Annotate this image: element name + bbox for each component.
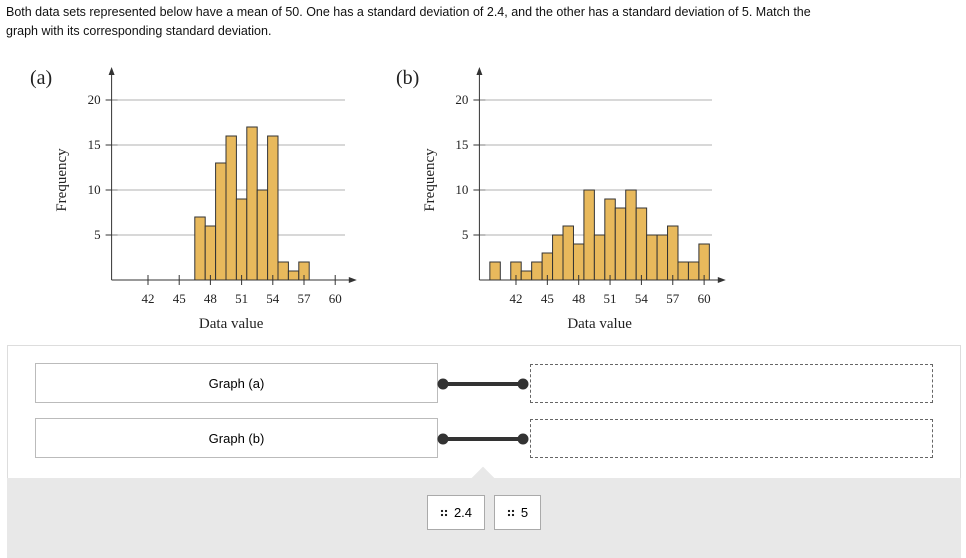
y-tick-label: 5 xyxy=(462,227,469,242)
bar xyxy=(267,135,279,281)
bar xyxy=(552,234,564,281)
y-tick-label: 15 xyxy=(455,137,468,152)
bar xyxy=(646,234,658,281)
bar xyxy=(287,270,300,281)
chart-label: (a) xyxy=(30,67,52,89)
option-label: 2.4 xyxy=(453,505,473,520)
match-panel xyxy=(7,345,961,478)
x-tick-label: 51 xyxy=(235,291,248,306)
prompt: Graph (b) xyxy=(35,418,438,458)
bar xyxy=(583,189,595,281)
bar xyxy=(225,135,237,281)
bar xyxy=(531,261,543,281)
bar xyxy=(194,216,206,281)
y-tick-label: 10 xyxy=(455,182,468,197)
connector-dot xyxy=(517,433,529,445)
x-tick-label: 60 xyxy=(698,291,711,306)
connectors xyxy=(437,378,529,445)
bar xyxy=(215,162,227,281)
y-tick-label: 10 xyxy=(88,182,101,197)
bar xyxy=(604,198,616,281)
x-tick-label: 57 xyxy=(298,291,312,306)
bar xyxy=(235,198,248,281)
x-axis-label: Data value xyxy=(567,316,632,332)
x-axis-arrow xyxy=(717,277,726,283)
y-tick-label: 20 xyxy=(455,92,468,107)
drag-icon xyxy=(506,508,515,517)
drop-zone[interactable] xyxy=(530,419,933,458)
x-tick-label: 45 xyxy=(173,291,186,306)
x-tick-label: 48 xyxy=(204,291,217,306)
bar xyxy=(256,189,269,281)
bar xyxy=(572,243,585,281)
drop-zone[interactable] xyxy=(530,364,933,403)
bar xyxy=(625,189,637,281)
y-axis-arrow xyxy=(476,67,483,75)
bar xyxy=(593,234,606,281)
bar xyxy=(667,225,679,281)
x-axis-arrow xyxy=(348,277,357,283)
bar xyxy=(635,207,648,281)
bar xyxy=(687,261,700,281)
bar xyxy=(614,207,627,281)
x-tick-label: 48 xyxy=(572,291,585,306)
y-tick-label: 15 xyxy=(88,137,101,152)
bar xyxy=(677,261,689,281)
x-tick-label: 60 xyxy=(329,291,342,306)
chart-label: (b) xyxy=(396,67,419,89)
bar xyxy=(489,261,501,281)
bar xyxy=(246,126,258,281)
prompt: Graph (a) xyxy=(35,363,438,403)
bar xyxy=(204,225,217,281)
x-tick-label: 51 xyxy=(604,291,617,306)
x-tick-label: 45 xyxy=(541,291,554,306)
y-tick-label: 20 xyxy=(88,92,101,107)
option-label: 5 xyxy=(520,505,529,520)
y-axis-label: Frequency xyxy=(422,148,438,212)
bar xyxy=(656,234,669,281)
connector-dot xyxy=(517,378,529,390)
x-axis-label: Data value xyxy=(199,316,264,332)
x-tick-label: 57 xyxy=(666,291,680,306)
x-tick-label: 42 xyxy=(509,291,522,306)
y-axis-label: Frequency xyxy=(54,148,70,212)
question: Both data sets represented below have a … xyxy=(6,5,811,38)
y-tick-label: 5 xyxy=(94,227,101,242)
bar xyxy=(520,270,533,281)
bar xyxy=(562,225,574,281)
option-chip[interactable]: 5 xyxy=(494,495,541,530)
drag-icon xyxy=(439,508,448,517)
x-tick-label: 42 xyxy=(142,291,155,306)
x-tick-label: 54 xyxy=(635,291,649,306)
option-chip[interactable]: 2.4 xyxy=(427,495,485,530)
x-tick-label: 54 xyxy=(266,291,280,306)
bar xyxy=(277,261,289,281)
bar xyxy=(698,243,710,281)
y-axis-arrow xyxy=(108,67,115,75)
